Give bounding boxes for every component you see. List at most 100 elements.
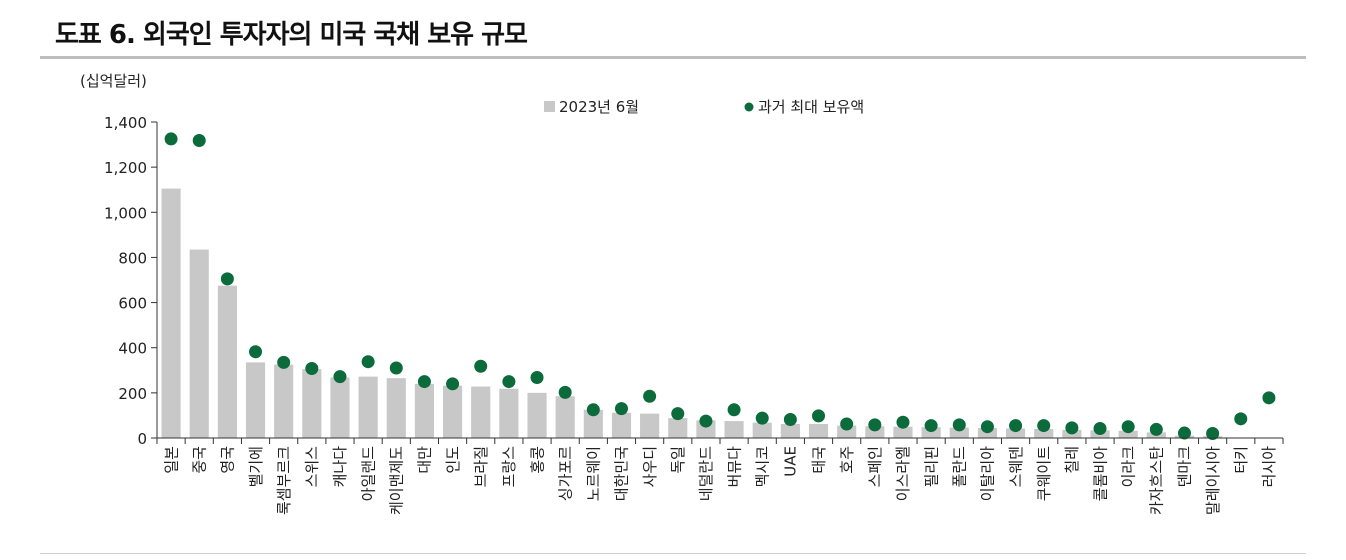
bottom-divider <box>40 553 1306 554</box>
bar-21 <box>752 422 772 438</box>
bar-17 <box>640 413 660 438</box>
x-category-label: 프랑스 <box>500 446 518 488</box>
bar-4 <box>274 364 294 438</box>
x-category-label: 케이맨제도 <box>388 446 406 515</box>
bar-series <box>161 188 1251 438</box>
dot-17 <box>643 389 657 403</box>
dot-22 <box>783 412 797 426</box>
dot-23 <box>812 409 826 423</box>
x-category-label: 터키 <box>1232 446 1250 474</box>
y-unit-label: (십억달러) <box>80 72 147 90</box>
x-category-label: 폴란드 <box>951 446 969 488</box>
y-tick-label: 0 <box>137 430 147 448</box>
x-category-label: 스페인 <box>866 446 884 487</box>
dot-19 <box>699 414 713 428</box>
dot-13 <box>530 371 544 385</box>
bar-26 <box>893 426 913 438</box>
x-category-label: 스위스 <box>303 446 321 488</box>
x-category-label: 네덜란드 <box>697 446 715 501</box>
y-tick-label: 1,000 <box>104 204 147 222</box>
x-category-label: 대한민국 <box>613 446 631 501</box>
dot-4 <box>277 355 291 369</box>
bar-13 <box>527 392 547 438</box>
bar-14 <box>555 396 575 438</box>
x-category-label: 호주 <box>838 446 856 474</box>
dot-29 <box>980 420 994 434</box>
legend-dot-label: 과거 최대 보유액 <box>758 98 864 116</box>
x-category-label: 태국 <box>810 446 828 474</box>
bar-7 <box>358 376 378 438</box>
x-category-label: 이탈리아 <box>979 446 997 501</box>
legend-bar-label: 2023년 6월 <box>559 98 639 116</box>
y-tick-label: 1,400 <box>104 114 147 132</box>
unit-label-group: (십억달러) <box>80 72 147 90</box>
bar-6 <box>330 377 350 438</box>
y-tick-label: 800 <box>118 249 147 267</box>
bar-16 <box>611 412 632 438</box>
dot-1 <box>192 134 206 148</box>
title-divider <box>40 56 1306 59</box>
x-category-label: 벨기에 <box>247 446 265 487</box>
dot-38 <box>1234 412 1248 426</box>
x-category-label: 대만 <box>416 446 434 474</box>
legend: 2023년 6월 과거 최대 보유액 <box>544 98 864 116</box>
x-category-label: 스웨덴 <box>1007 446 1025 487</box>
bar-11 <box>471 386 491 438</box>
bar-28 <box>949 427 969 438</box>
dot-37 <box>1206 426 1220 440</box>
x-category-label: 브라질 <box>472 446 490 487</box>
bar-15 <box>583 409 603 438</box>
dot-31 <box>1037 419 1051 433</box>
x-category-label: 이스라엘 <box>894 446 912 501</box>
dot-35 <box>1149 422 1163 436</box>
bar-30 <box>1006 428 1026 438</box>
bar-2 <box>217 285 237 438</box>
x-category-label: 룩셈부르크 <box>275 446 293 515</box>
bar-24 <box>837 425 857 438</box>
dot-16 <box>614 402 628 416</box>
x-category-label: 중국 <box>190 446 208 474</box>
bar-3 <box>245 362 266 438</box>
dot-5 <box>305 361 319 375</box>
bar-34 <box>1118 430 1138 438</box>
x-category-label: 인도 <box>444 446 462 474</box>
dot-33 <box>1093 422 1107 436</box>
dot-20 <box>727 403 741 417</box>
dot-21 <box>755 411 769 425</box>
y-tick-label: 1,200 <box>104 159 147 177</box>
y-tick-label: 600 <box>118 295 147 313</box>
x-category-label: 말레이시아 <box>1204 446 1222 515</box>
dot-0 <box>164 132 178 146</box>
dot-34 <box>1121 420 1135 434</box>
dot-24 <box>840 417 854 431</box>
bar-1 <box>189 249 209 438</box>
x-category-label: 덴마크 <box>1176 446 1194 487</box>
bar-25 <box>865 426 885 438</box>
x-category-label: 버뮤다 <box>725 446 743 488</box>
x-category-label: UAE <box>782 446 800 477</box>
x-category-label: 러시아 <box>1260 446 1278 488</box>
dot-18 <box>671 407 685 421</box>
bar-31 <box>1034 428 1054 438</box>
figure-title: 도표 6. 외국인 투자자의 미국 국채 보유 규모 <box>55 20 528 50</box>
x-category-label: 홍콩 <box>528 446 546 474</box>
x-category-label: 아일랜드 <box>359 446 377 501</box>
x-category-label: 필리핀 <box>922 446 940 487</box>
bar-20 <box>724 421 744 438</box>
bar-8 <box>386 378 406 438</box>
dot-27 <box>924 419 938 433</box>
x-category-label: 쿠웨이트 <box>1035 446 1053 501</box>
dot-6 <box>333 370 347 384</box>
x-category-label: 사우디 <box>641 446 659 487</box>
x-category-label: 독일 <box>669 446 687 474</box>
bar-12 <box>499 388 519 438</box>
dot-9 <box>417 375 431 389</box>
bar-23 <box>808 424 829 438</box>
dot-28 <box>952 418 966 432</box>
dot-14 <box>558 385 572 399</box>
bar-10 <box>443 385 463 438</box>
dot-11 <box>474 359 488 373</box>
x-category-label: 이라크 <box>1119 446 1137 487</box>
dot-39 <box>1262 391 1276 405</box>
legend-bar-swatch <box>544 101 555 112</box>
